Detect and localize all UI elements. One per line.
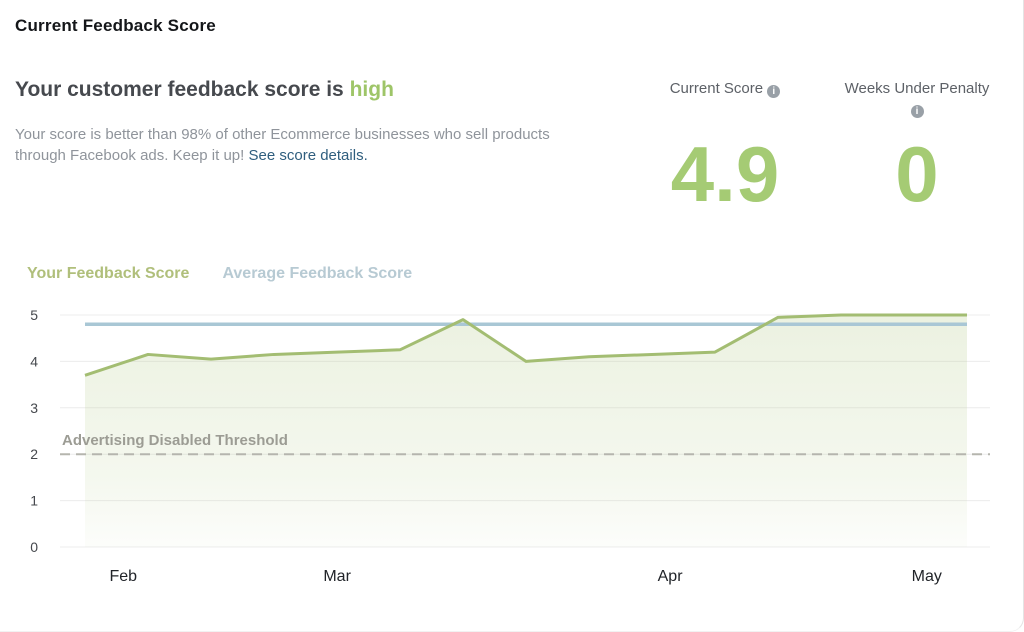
- y-axis-tick: 3: [30, 400, 38, 416]
- score-description-text: Your score is better than 98% of other E…: [15, 126, 550, 164]
- current-score-value: 4.9: [670, 130, 780, 218]
- score-level-badge: high: [349, 78, 394, 101]
- see-score-details-link[interactable]: See score details.: [248, 147, 368, 164]
- info-icon[interactable]: [767, 85, 781, 98]
- x-axis-month-label: Mar: [323, 568, 351, 585]
- weeks-under-penalty-stat: Weeks Under Penalty 0: [828, 79, 1006, 219]
- heading-text: Your customer feedback score is: [15, 78, 350, 101]
- legend-average-feedback-score[interactable]: Average Feedback Score: [222, 265, 413, 282]
- threshold-label: Advertising Disabled Threshold: [62, 432, 288, 449]
- x-axis-month-label: Apr: [658, 568, 684, 585]
- y-axis-tick: 2: [30, 446, 38, 462]
- y-axis-tick: 1: [30, 493, 38, 509]
- info-icon[interactable]: [910, 105, 924, 118]
- x-axis-month-label: May: [912, 568, 942, 585]
- current-score-label: Current Score: [636, 79, 814, 99]
- your-score-area: [85, 315, 967, 547]
- page-title: Current Feedback Score: [15, 16, 216, 35]
- y-axis-tick: 4: [30, 353, 38, 369]
- x-axis-month-label: Feb: [109, 568, 137, 585]
- y-axis-tick: 5: [30, 307, 38, 323]
- weeks-under-penalty-label: Weeks Under Penalty: [828, 79, 1006, 119]
- current-score-stat: Current Score 4.9: [636, 79, 814, 219]
- feedback-chart[interactable]: 0 1 2 3 4 5 Advertising Disabled Threshold Feb M…: [0, 293, 1024, 593]
- your-score-line: [84, 313, 967, 377]
- chart-legend: Your Feedback Score Average Feedback Sco…: [27, 265, 412, 283]
- legend-your-feedback-score[interactable]: Your Feedback Score: [27, 265, 190, 282]
- feedback-score-heading: Your customer feedback score is high: [15, 78, 394, 102]
- chart-canvas[interactable]: 0 1 2 3 4 5 Advertising Disabled Threshold Feb M…: [0, 293, 1024, 593]
- weeks-under-penalty-value: 0: [895, 130, 939, 218]
- y-axis-tick: 0: [30, 539, 38, 555]
- score-description: Your score is better than 98% of other E…: [15, 124, 581, 166]
